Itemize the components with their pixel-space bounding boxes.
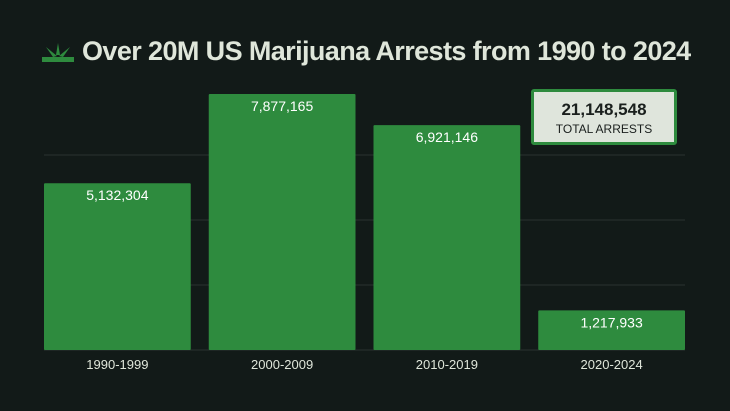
data-label: 1,217,933 [580, 314, 642, 330]
x-tick-label: 2020-2024 [581, 357, 643, 372]
total-arrests-box: 21,148,548 TOTAL ARRESTS [531, 89, 677, 145]
bar [208, 93, 356, 351]
total-label: TOTAL ARRESTS [555, 122, 653, 136]
data-label: 6,921,146 [416, 129, 478, 145]
x-tick-label: 2000-2009 [251, 357, 313, 372]
bar [44, 183, 191, 350]
cannabis-leaf-icon [42, 42, 74, 62]
x-tick-label: 2010-2019 [416, 357, 478, 372]
x-tick-label: 1990-1999 [86, 357, 148, 372]
title-text: Over 20M US Marijuana Arrests from 1990 … [82, 36, 691, 66]
bar [373, 125, 521, 351]
chart-title: Over 20M US Marijuana Arrests from 1990 … [40, 36, 691, 67]
data-label: 5,132,304 [86, 187, 148, 203]
total-value: 21,148,548 [561, 100, 647, 119]
data-label: 7,877,165 [251, 98, 313, 114]
bar [538, 310, 685, 350]
